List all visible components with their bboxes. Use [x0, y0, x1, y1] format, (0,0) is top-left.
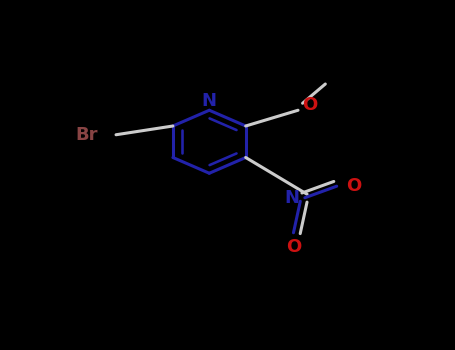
Text: N: N	[202, 92, 217, 110]
Text: O: O	[303, 96, 318, 114]
Text: O: O	[286, 238, 301, 256]
Text: N: N	[284, 189, 299, 207]
Text: O: O	[346, 177, 361, 195]
Text: Br: Br	[76, 126, 98, 144]
